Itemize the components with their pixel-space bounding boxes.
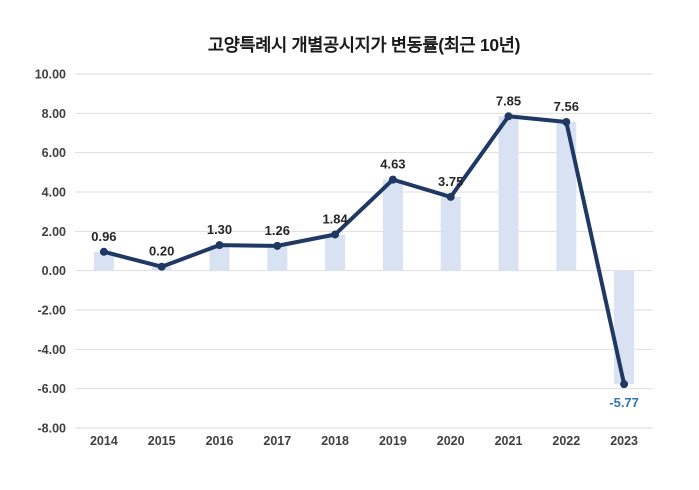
line-marker bbox=[99, 247, 108, 256]
line-marker bbox=[273, 241, 282, 250]
x-axis-tick-label: 2021 bbox=[495, 434, 523, 448]
value-label: -5.77 bbox=[609, 395, 639, 410]
x-axis-tick-label: 2014 bbox=[90, 434, 118, 448]
y-axis-tick-label: -8.00 bbox=[38, 422, 67, 436]
x-axis-tick-label: 2015 bbox=[148, 434, 176, 448]
y-axis-tick-label: 0.00 bbox=[42, 264, 66, 278]
line-series bbox=[101, 114, 627, 387]
bar bbox=[325, 234, 346, 271]
line-marker bbox=[620, 380, 629, 389]
y-axis-tick-label: -2.00 bbox=[38, 304, 67, 318]
bar bbox=[498, 116, 519, 271]
bar bbox=[267, 245, 288, 271]
x-axis-tick-label: 2019 bbox=[379, 434, 407, 448]
x-axis-tick-label: 2022 bbox=[552, 434, 580, 448]
x-axis-tick-label: 2017 bbox=[263, 434, 291, 448]
line-marker bbox=[215, 241, 224, 250]
bar bbox=[614, 270, 635, 385]
y-axis-tick-label: -6.00 bbox=[38, 382, 67, 396]
line-marker bbox=[562, 117, 571, 126]
x-axis-tick-label: 2020 bbox=[437, 434, 465, 448]
bar bbox=[93, 251, 114, 271]
value-label: 1.30 bbox=[207, 222, 232, 237]
y-axis-tick-label: 10.00 bbox=[35, 68, 66, 82]
y-axis-tick-label: 2.00 bbox=[42, 225, 66, 239]
bar bbox=[209, 245, 230, 271]
y-axis-tick-label: 4.00 bbox=[42, 186, 66, 200]
value-label: 1.26 bbox=[265, 223, 290, 238]
value-label: 0.20 bbox=[149, 244, 174, 259]
line-marker bbox=[446, 192, 455, 201]
value-label: 3.75 bbox=[438, 174, 463, 189]
line-marker bbox=[504, 112, 513, 121]
x-axis-tick-label: 2018 bbox=[321, 434, 349, 448]
line-marker bbox=[388, 175, 397, 184]
bar bbox=[382, 179, 403, 271]
y-axis-tick-label: 6.00 bbox=[42, 146, 66, 160]
value-label: 4.63 bbox=[380, 157, 405, 172]
line-marker bbox=[331, 230, 340, 239]
line-marker bbox=[157, 262, 166, 271]
value-label: 7.56 bbox=[554, 99, 579, 114]
value-label: 1.84 bbox=[322, 211, 348, 226]
x-axis-tick-label: 2023 bbox=[610, 434, 638, 448]
value-label: 0.96 bbox=[91, 229, 116, 244]
bar bbox=[440, 196, 461, 271]
x-axis-tick-label: 2016 bbox=[206, 434, 234, 448]
y-axis-tick-label: -4.00 bbox=[38, 343, 67, 357]
chart-title: 고양특례시 개별공시지가 변동률(최근 10년) bbox=[207, 35, 521, 55]
y-axis-tick-label: 8.00 bbox=[42, 107, 66, 121]
value-label: 7.85 bbox=[496, 93, 521, 108]
bar bbox=[556, 121, 577, 271]
